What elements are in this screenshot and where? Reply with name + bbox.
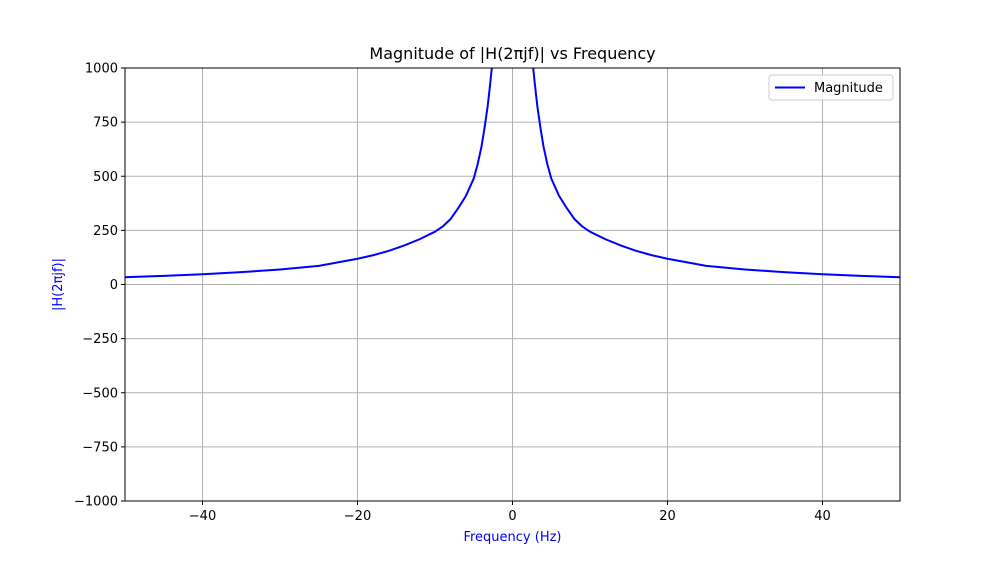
x-tick-label: 40 <box>814 509 831 524</box>
legend: Magnitude <box>768 74 894 101</box>
y-tick-label: −250 <box>82 332 118 347</box>
x-tick-label: 0 <box>508 509 516 524</box>
legend-label-magnitude: Magnitude <box>814 81 883 96</box>
y-axis-label: |H(2πjf)| <box>51 258 66 311</box>
x-tick-label: −20 <box>344 509 371 524</box>
y-tick-label: 250 <box>93 224 118 239</box>
y-tick-label: 1000 <box>85 62 118 77</box>
series-line-0-seg-0 <box>125 68 493 279</box>
x-axis-ticks: −40 −20 0 20 40 <box>189 501 831 524</box>
y-tick-label: 0 <box>110 278 118 293</box>
x-axis-label: Frequency (Hz) <box>463 530 561 545</box>
y-tick-label: −750 <box>82 440 118 455</box>
y-axis-ticks: −1000 −750 −500 −250 0 250 500 750 1000 <box>74 62 125 510</box>
legend-box <box>768 74 894 101</box>
y-tick-label: −1000 <box>74 495 118 510</box>
x-tick-label: −40 <box>189 509 216 524</box>
y-tick-label: 750 <box>93 116 118 131</box>
y-tick-label: 500 <box>93 170 118 185</box>
series-line-0-seg-1 <box>532 68 900 279</box>
chart-title: Magnitude of |H(2πjf)| vs Frequency <box>369 44 655 63</box>
y-tick-label: −500 <box>82 386 118 401</box>
series-group <box>125 68 900 279</box>
x-tick-label: 20 <box>659 509 676 524</box>
